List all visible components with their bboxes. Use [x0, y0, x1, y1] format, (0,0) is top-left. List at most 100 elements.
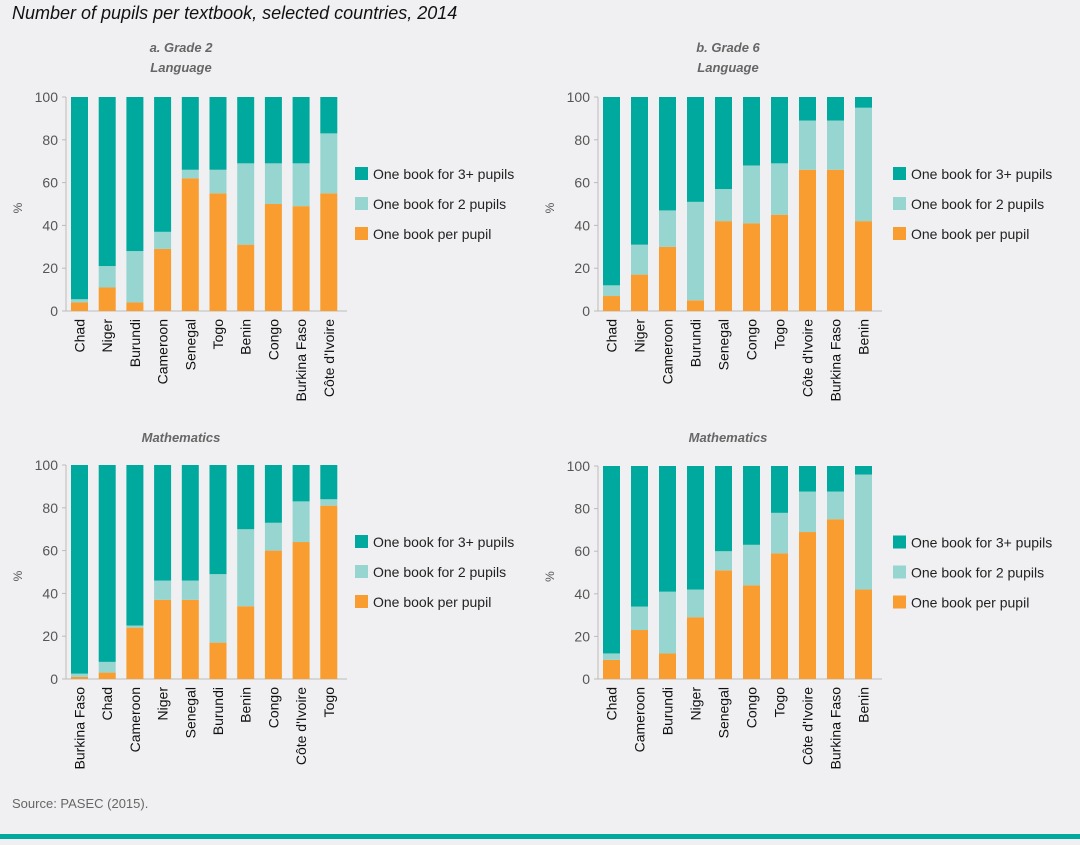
y-axis-label: %	[11, 570, 25, 581]
bar-segment-one-per-pupil	[603, 659, 620, 679]
bar-segment-two-pupils	[743, 165, 760, 224]
legend-swatch	[893, 197, 906, 210]
bar-segment-two-pupils	[687, 589, 704, 618]
x-tick-label: Niger	[99, 319, 115, 353]
legend-swatch	[893, 167, 906, 180]
y-axis-label: %	[543, 202, 557, 213]
figure-title: Number of pupils per textbook, selected …	[12, 3, 458, 23]
y-tick-label: 60	[574, 543, 590, 559]
legend-swatch	[355, 535, 368, 548]
bar-segment-three-plus-pupils	[126, 465, 144, 626]
legend-swatch	[355, 565, 368, 578]
bar-segment-one-per-pupil	[154, 599, 172, 679]
bar-segment-one-per-pupil	[181, 599, 199, 679]
bar-segment-two-pupils	[237, 163, 255, 245]
bar-segment-three-plus-pupils	[264, 97, 282, 164]
legend-label: One book for 2 pupils	[911, 196, 1044, 212]
bar-segment-one-per-pupil	[771, 553, 788, 679]
bar-segment-three-plus-pupils	[320, 97, 338, 134]
y-tick-label: 20	[42, 260, 58, 276]
bar-segment-two-pupils	[181, 169, 199, 179]
bar-segment-one-per-pupil	[181, 178, 199, 311]
bar-segment-one-per-pupil	[209, 193, 227, 311]
bar-segment-two-pupils	[799, 491, 816, 533]
bar-segment-three-plus-pupils	[771, 97, 788, 164]
x-tick-label: Congo	[744, 687, 760, 728]
bar-segment-two-pupils	[209, 169, 227, 194]
bar-segment-one-per-pupil	[264, 204, 282, 311]
bar-segment-three-plus-pupils	[743, 97, 760, 166]
bar-segment-three-plus-pupils	[603, 97, 620, 286]
bar-segment-one-per-pupil	[743, 223, 760, 311]
y-tick-label: 40	[574, 217, 590, 233]
x-tick-label: Chad	[99, 687, 115, 720]
bar-segment-two-pupils	[181, 580, 199, 600]
legend-swatch	[893, 535, 906, 549]
bar-segment-three-plus-pupils	[237, 465, 255, 530]
x-tick-label: Congo	[265, 687, 281, 728]
legend-swatch	[893, 227, 906, 240]
bar-segment-two-pupils	[209, 574, 227, 643]
legend-label: One book per pupil	[911, 595, 1029, 611]
legend-label: One book for 3+ pupils	[373, 166, 514, 182]
x-tick-label: Senegal	[716, 319, 732, 370]
panel-subtitle: Language	[697, 60, 758, 75]
bar-segment-two-pupils	[631, 244, 648, 275]
bar-segment-one-per-pupil	[292, 206, 310, 311]
legend-label: One book for 2 pupils	[911, 565, 1044, 581]
x-tick-label: Benin	[238, 687, 254, 723]
bar-segment-one-per-pupil	[264, 550, 282, 679]
chart-panel-3: Mathematics 0 20 40 60 80 100% Chad Cameroon Buru…	[543, 430, 1052, 769]
bar-segment-three-plus-pupils	[237, 97, 255, 164]
y-tick-label: 80	[42, 500, 58, 516]
legend-swatch	[355, 227, 368, 240]
bar-segment-two-pupils	[98, 661, 116, 673]
x-tick-label: Benin	[238, 319, 254, 355]
bar-segment-two-pupils	[154, 231, 172, 249]
panel-subtitle: Mathematics	[142, 430, 221, 445]
y-tick-label: 80	[42, 132, 58, 148]
legend-swatch	[355, 595, 368, 608]
bar-segment-one-per-pupil	[631, 274, 648, 311]
bar-segment-one-per-pupil	[320, 505, 338, 679]
legend-label: One book for 3+ pupils	[373, 534, 514, 550]
chart-panel-1: b. Grade 6 Language 0 20 40 60 80 100% Chad Niger…	[543, 40, 1052, 401]
x-tick-label: Burkina Faso	[293, 319, 309, 402]
x-tick-label: Cameroon	[155, 319, 171, 384]
y-tick-label: 0	[582, 303, 590, 319]
bar-segment-one-per-pupil	[771, 214, 788, 311]
y-tick-label: 20	[42, 628, 58, 644]
bar-segment-one-per-pupil	[799, 532, 816, 679]
legend-label: One book for 3+ pupils	[911, 535, 1052, 551]
bar-segment-three-plus-pupils	[292, 97, 310, 164]
legend-label: One book per pupil	[373, 594, 491, 610]
bar-segment-one-per-pupil	[799, 169, 816, 311]
x-tick-label: Cameroon	[632, 687, 648, 752]
bar-segment-three-plus-pupils	[320, 465, 338, 500]
x-tick-label: Chad	[72, 319, 88, 352]
bar-segment-one-per-pupil	[320, 193, 338, 311]
x-tick-label: Burundi	[127, 319, 143, 367]
bar-segment-two-pupils	[126, 251, 144, 303]
bar-segment-one-per-pupil	[715, 570, 732, 679]
bar-segment-one-per-pupil	[126, 302, 144, 311]
bar-segment-one-per-pupil	[827, 169, 844, 311]
bar-segment-two-pupils	[855, 474, 872, 590]
bar-segment-two-pupils	[771, 163, 788, 215]
bar-segment-two-pupils	[827, 120, 844, 170]
y-tick-label: 100	[35, 457, 59, 473]
bar-segment-one-per-pupil	[631, 630, 648, 679]
bottom-rule	[0, 834, 1080, 839]
x-tick-label: Côte d'Ivoire	[800, 687, 816, 765]
bar-segment-three-plus-pupils	[715, 97, 732, 190]
y-tick-label: 80	[574, 132, 590, 148]
bar-segment-three-plus-pupils	[181, 465, 199, 581]
y-tick-label: 0	[50, 303, 58, 319]
bar-segment-three-plus-pupils	[659, 466, 676, 592]
bar-segment-three-plus-pupils	[71, 97, 88, 300]
x-tick-label: Togo	[772, 319, 788, 350]
y-tick-label: 40	[42, 585, 58, 601]
bar-segment-one-per-pupil	[71, 302, 88, 311]
legend-label: One book for 2 pupils	[373, 564, 506, 580]
